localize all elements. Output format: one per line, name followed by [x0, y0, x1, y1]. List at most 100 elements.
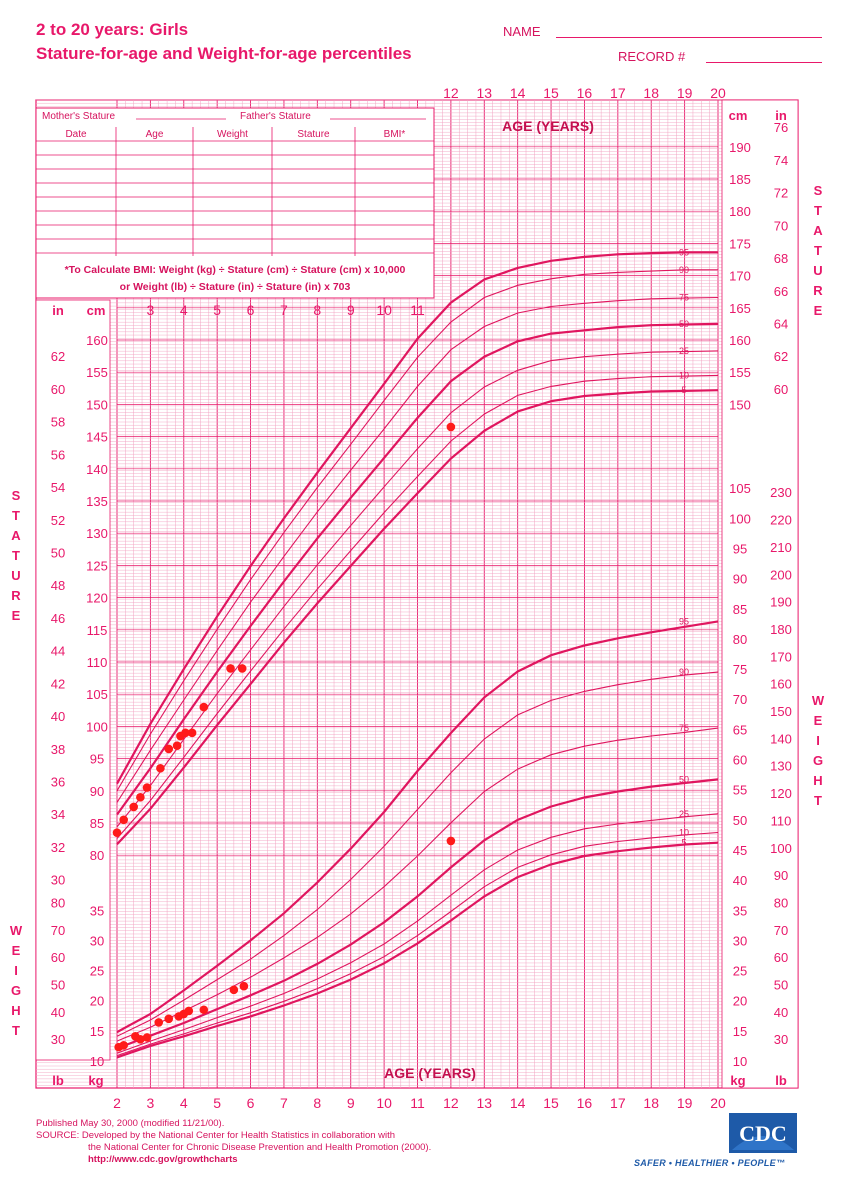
lb-tick-right: 170 [770, 649, 792, 664]
chart-title-line2: Stature-for-age and Weight-for-age perce… [36, 44, 412, 63]
kg-tick-right: 95 [733, 541, 747, 556]
stature-axis-title-right: T [814, 243, 822, 258]
lb-tick-left: 60 [51, 950, 65, 965]
stature-axis-title-left: U [11, 568, 20, 583]
kg-tick-left: 20 [90, 994, 104, 1009]
lb-tick-right: 160 [770, 677, 792, 692]
stature-axis-title-left: R [11, 588, 21, 603]
kg-tick-right: 75 [733, 662, 747, 677]
stature-measurement-point [119, 815, 128, 825]
stature-measurement-point [136, 792, 145, 802]
kg-tick-right: 30 [733, 933, 747, 948]
record-table: Mother's Stature Father's Stature Date Age W… [35, 107, 435, 299]
age-tick-bottom: 8 [313, 1095, 321, 1111]
lb-tick-right: 60 [774, 950, 788, 965]
stature-unit-cm-left: cm [87, 303, 106, 318]
weight-curve-p50 [116, 778, 719, 1050]
kg-tick-left: 30 [90, 933, 104, 948]
cm-tick-left: 115 [87, 623, 108, 638]
weight-measurement-point [199, 1005, 209, 1015]
in-tick-left: 46 [51, 611, 65, 626]
stature-measurement-point [142, 783, 152, 792]
age-tick-top: 16 [577, 85, 593, 101]
kg-tick-left: 35 [90, 903, 104, 918]
age-tick-bottom: 5 [213, 1095, 221, 1111]
age-axis-title-bottom: AGE (YEARS) [384, 1065, 476, 1081]
age-tick-bottom: 18 [643, 1095, 659, 1111]
stature-measurement-point [199, 702, 209, 712]
age-tick-bottom: 10 [376, 1095, 392, 1111]
stature-axis-title-left: T [12, 508, 20, 523]
age-axis-title-top: AGE (YEARS) [502, 118, 594, 134]
weight-axis-title-right: E [814, 713, 823, 728]
age-tick-top: 13 [476, 85, 492, 101]
age-tick-top: 15 [543, 85, 559, 101]
lb-tick-right: 100 [770, 841, 792, 856]
kg-tick-right: 85 [733, 602, 747, 617]
age-tick-mid: 8 [313, 302, 321, 318]
age-tick-bottom: 4 [180, 1095, 188, 1111]
kg-tick-right: 45 [733, 843, 747, 858]
lb-tick-right: 130 [770, 759, 792, 774]
left-axis-band [35, 299, 111, 1061]
in-tick-left: 38 [51, 742, 65, 757]
lb-tick-left: 40 [51, 1005, 65, 1020]
stature-curve-label-p50: 50 [679, 319, 689, 329]
kg-tick-right: 60 [733, 753, 747, 768]
age-tick-bottom: 3 [146, 1095, 154, 1111]
stature-measurement-point [226, 664, 235, 673]
age-tick-bottom: 17 [610, 1095, 626, 1111]
name-field-line[interactable] [556, 37, 822, 38]
weight-unit-lb-left: lb [52, 1073, 64, 1088]
weight-axis-title-left: H [11, 1003, 20, 1018]
stature-curve-label-p25: 25 [679, 346, 689, 356]
stature-axis-title-left: E [12, 608, 21, 623]
fathers-stature-label: Father's Stature [240, 111, 311, 122]
weight-measurement-point [142, 1033, 152, 1042]
age-tick-bottom: 12 [443, 1095, 459, 1111]
cm-tick-right: 180 [729, 204, 751, 219]
source-url[interactable]: http://www.cdc.gov/growthcharts [88, 1154, 238, 1165]
stature-measurement-point [156, 763, 165, 773]
kg-tick-right: 15 [733, 1024, 747, 1039]
lb-tick-right: 220 [770, 513, 792, 528]
weight-curve-p5 [116, 841, 719, 1059]
weight-measurement-point [136, 1034, 145, 1044]
weight-curve-label-p50: 50 [679, 774, 689, 784]
kg-tick-right: 65 [733, 722, 747, 737]
age-tick-mid: 7 [280, 302, 288, 318]
in-tick-left: 30 [51, 873, 65, 888]
kg-tick-right: 55 [733, 783, 747, 798]
stature-measurement-point [164, 744, 174, 754]
age-tick-mid: 11 [410, 302, 425, 318]
weight-curve-p75 [116, 727, 719, 1042]
record-label: RECORD # [618, 49, 686, 64]
kg-tick-right: 90 [733, 572, 747, 587]
stature-axis-title-right: A [813, 223, 823, 238]
lb-tick-right: 120 [770, 786, 792, 801]
cm-tick-left: 105 [86, 687, 108, 702]
kg-tick-left: 10 [90, 1054, 104, 1069]
cm-tick-left: 150 [86, 397, 108, 412]
lb-tick-right: 90 [774, 868, 788, 883]
cm-tick-left: 110 [87, 655, 108, 670]
kg-tick-left: 25 [90, 964, 104, 979]
weight-unit-lb-right: lb [775, 1073, 787, 1088]
cm-tick-left: 140 [86, 462, 108, 477]
source-line1: SOURCE: Developed by the National Center… [36, 1130, 396, 1141]
stature-axis-title-left: T [12, 548, 20, 563]
lb-tick-right: 150 [770, 704, 792, 719]
cm-tick-right: 185 [729, 172, 751, 187]
weight-curve-p25 [116, 813, 719, 1054]
record-field-line[interactable] [706, 62, 822, 63]
record-table-box [35, 107, 435, 299]
stature-axis-title-right: U [813, 263, 822, 278]
weight-curve-label-p5: 5 [681, 838, 686, 848]
weight-unit-kg-left: kg [88, 1073, 103, 1088]
footer: Published May 30, 2000 (modified 11/21/0… [36, 1118, 431, 1166]
in-tick-left: 50 [51, 546, 65, 561]
stature-axis-title-right: T [814, 203, 822, 218]
lb-tick-right: 190 [770, 595, 792, 610]
weight-curve-label-p90: 90 [679, 667, 689, 677]
